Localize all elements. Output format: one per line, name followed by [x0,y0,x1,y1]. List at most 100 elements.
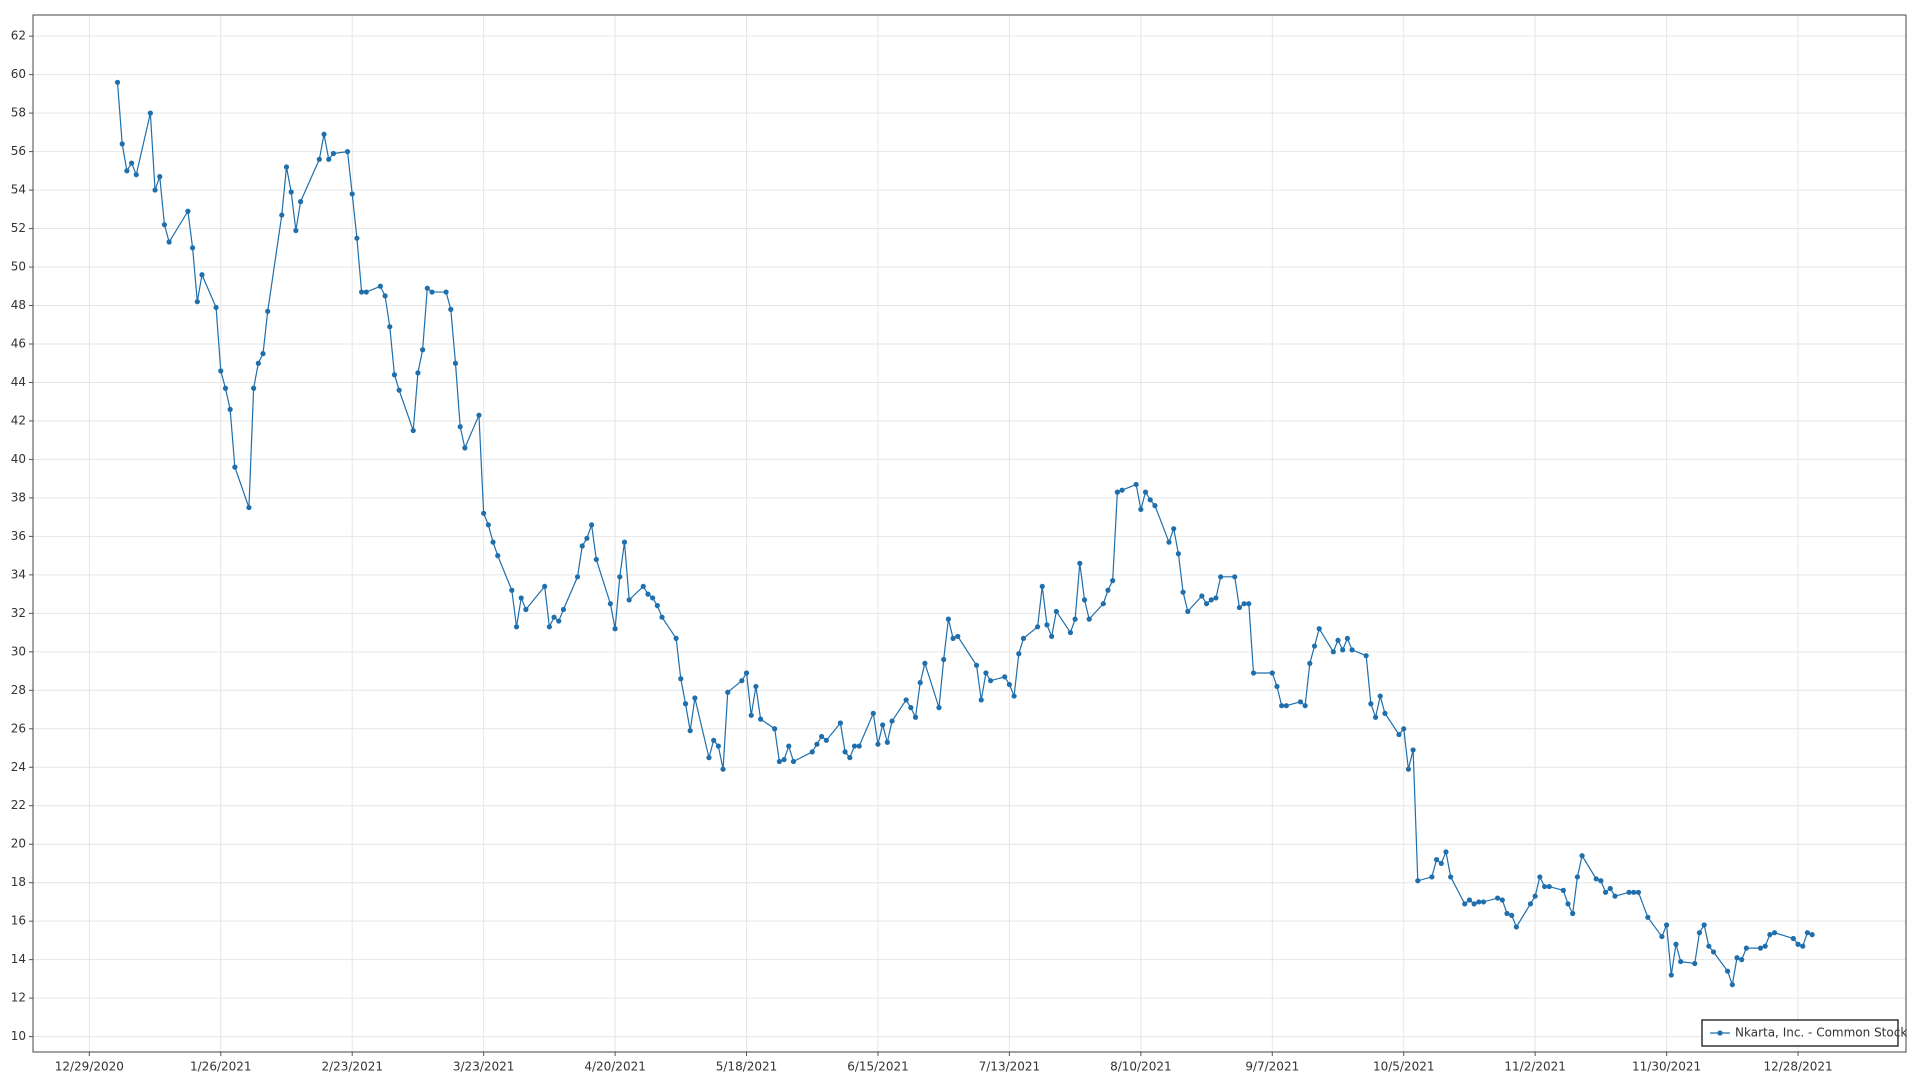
data-point [682,701,689,707]
data-point [1800,943,1806,949]
data-point [476,412,482,418]
y-tick-label: 54 [11,183,26,197]
data-point [1405,766,1412,772]
data-point [363,289,369,295]
x-tick-label: 12/28/2021 [1763,1060,1832,1074]
x-tick-label: 5/18/2021 [716,1060,778,1074]
y-tick-label: 42 [11,413,26,427]
x-tick-label: 12/29/2020 [55,1060,124,1074]
y-tick-label: 50 [11,260,26,274]
x-tick-label: 7/13/2021 [979,1060,1041,1074]
data-point [1710,949,1717,955]
data-point [1415,878,1421,884]
data-point [232,464,238,470]
data-point [161,222,168,228]
y-tick-label: 38 [11,490,26,504]
data-point [856,743,862,749]
data-point [880,722,886,728]
data-point [607,601,613,607]
data-point [1110,578,1116,584]
data-point [1349,647,1355,653]
data-point [912,714,919,720]
y-tick-label: 48 [11,298,26,312]
y-tick-label: 34 [11,567,26,581]
data-point [776,758,782,765]
data-point [988,678,994,684]
x-tick-label: 4/20/2021 [584,1060,646,1074]
data-point [758,716,764,722]
data-point [1382,710,1388,716]
y-tick-label: 26 [11,721,26,735]
data-point [743,670,750,676]
legend: Nkarta, Inc. - Common Stock [1701,1019,1907,1047]
x-tick-label: 10/5/2021 [1373,1060,1435,1074]
data-point [358,289,365,295]
data-point [1462,901,1468,907]
data-point [678,676,684,682]
data-point [1213,595,1219,601]
data-point [654,603,660,609]
data-point [842,749,848,755]
data-point [593,556,599,563]
y-tick-label: 14 [11,952,26,966]
data-point [579,543,585,549]
data-point [589,522,595,528]
data-point [1208,597,1214,603]
data-point [1612,893,1618,899]
data-point [1175,551,1181,557]
data-point [1673,941,1679,947]
data-point [1480,899,1487,905]
data-point [1363,653,1369,659]
data-point [617,574,623,580]
data-point [1297,699,1304,705]
data-point [1344,635,1350,641]
data-point [1368,701,1374,707]
y-tick-label: 40 [11,452,26,466]
data-point [415,370,421,376]
data-point [748,712,754,718]
data-point [560,606,567,613]
data-point [1152,503,1158,509]
data-point [1016,651,1022,657]
data-point [1086,616,1092,622]
data-point [410,427,416,434]
x-tick-label: 6/15/2021 [847,1060,909,1074]
data-point [1250,670,1257,676]
y-tick-label: 32 [11,606,26,620]
data-point [1448,874,1454,880]
data-point [1565,901,1571,907]
data-point [1241,601,1247,607]
data-point [1471,901,1477,907]
x-tick-label: 1/26/2021 [190,1060,252,1074]
data-point [1072,616,1078,622]
data-point [396,387,402,393]
data-point [1283,703,1289,709]
data-point [1495,895,1501,901]
data-point [1762,943,1768,949]
data-point [1020,635,1027,641]
data-point [1645,914,1651,920]
y-tick-label: 60 [11,67,26,81]
data-point [819,733,825,740]
data-point [889,718,895,724]
data-point [293,227,299,234]
data-point [518,595,524,601]
data-point [1739,957,1745,963]
y-tick-label: 22 [11,798,26,812]
data-point [1279,703,1285,709]
data-point [870,710,876,716]
data-point [457,424,463,430]
data-point [157,174,163,180]
data-point [485,522,491,528]
data-point [1330,649,1336,655]
data-point [1574,874,1581,880]
data-point [1499,897,1505,903]
data-point [1532,893,1538,899]
data-point [326,156,332,162]
data-point [1659,933,1665,940]
data-point [1546,883,1552,890]
data-point [1631,889,1637,895]
data-point [1537,874,1543,880]
